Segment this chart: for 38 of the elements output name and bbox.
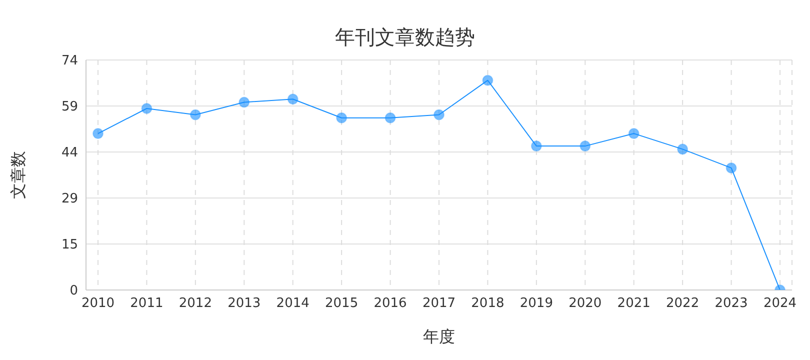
y-tick-label: 59	[61, 100, 78, 115]
point	[434, 109, 444, 120]
y-tick-label: 15	[61, 238, 78, 253]
y-axis-title: 文章数	[8, 151, 28, 199]
point	[336, 112, 348, 124]
x-tick-label: 2021	[617, 296, 650, 312]
point	[628, 128, 640, 140]
x-tick-label: 2017	[422, 296, 456, 312]
point	[190, 109, 201, 120]
x-tick-label: 2012	[178, 296, 212, 312]
x-tick-label: 2022	[666, 296, 700, 312]
x-tick-label: 2010	[81, 296, 115, 312]
y-tick-label: 44	[61, 146, 78, 161]
x-tick-label: 2020	[568, 296, 602, 312]
point	[677, 144, 688, 155]
y-tick-label: 0	[70, 284, 78, 299]
point	[726, 162, 737, 174]
y-tick-label: 74	[61, 54, 78, 69]
point	[580, 140, 591, 152]
x-tick-label: 2011	[130, 296, 164, 312]
point	[530, 140, 542, 152]
point	[92, 128, 104, 140]
point	[141, 103, 152, 114]
x-tick-label: 2014	[276, 296, 310, 312]
x-tick-label: 2024	[763, 296, 797, 312]
x-tick-label: 2018	[471, 296, 504, 312]
point	[238, 96, 250, 108]
point	[384, 112, 396, 124]
x-tick-label: 2019	[520, 296, 553, 312]
y-tick-label: 29	[61, 192, 78, 207]
x-tick-label: 2013	[228, 296, 261, 312]
x-tick-label: 2016	[374, 296, 407, 312]
x-tick-label: 2023	[714, 296, 748, 312]
chart-title: 年刊文章数趋势	[334, 24, 476, 51]
point	[482, 74, 494, 86]
point	[287, 94, 298, 105]
x-tick-label: 2015	[325, 296, 358, 312]
x-axis-title: 年度	[423, 327, 455, 346]
